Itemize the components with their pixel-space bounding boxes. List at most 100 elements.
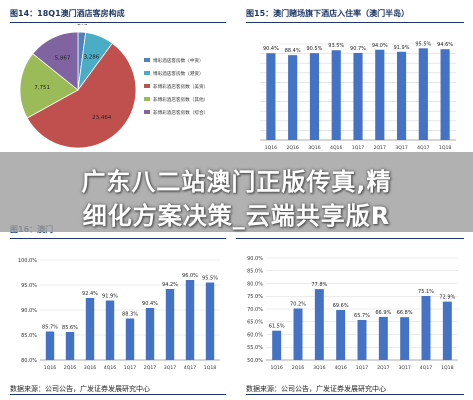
title-rule <box>10 22 226 23</box>
bar <box>440 49 450 140</box>
data-label: 95.5% <box>202 276 218 282</box>
source-rule <box>10 394 226 395</box>
data-label: 72.9% <box>439 295 455 301</box>
title-rule <box>246 22 464 23</box>
source-note: 数据来源：公司公告，广发证券发展研究中心 <box>246 385 386 393</box>
bar <box>400 317 410 360</box>
data-label: 70.2% <box>290 301 306 307</box>
y-tick-label: 100.0% <box>18 258 37 264</box>
data-label: 66.9% <box>375 310 391 316</box>
data-label: 90.7% <box>350 46 366 52</box>
y-tick-label: 95.0% <box>21 283 37 289</box>
pie-slice <box>32 31 79 91</box>
pie-slice <box>26 42 137 149</box>
y-tick-label: 60.0% <box>247 332 263 338</box>
data-label: 94.2% <box>162 282 178 288</box>
bar <box>85 298 95 360</box>
bar <box>336 310 346 360</box>
x-tick-label: 3Q16 <box>84 365 96 371</box>
x-tick-label: 3Q17 <box>164 365 176 371</box>
y-tick-label: 85.0% <box>247 269 263 275</box>
bar <box>396 51 407 140</box>
data-label: 85.7% <box>42 325 58 331</box>
data-label: 66.8% <box>397 310 413 316</box>
chart-title: 图15：澳门赌场旗下酒店入住率（澳门半岛） <box>246 9 410 18</box>
y-tick-label: 80.0% <box>21 358 37 364</box>
x-tick-label: 4Q16 <box>330 145 342 151</box>
x-tick-label: 3Q17 <box>395 145 407 151</box>
x-tick-label: 2Q16 <box>64 365 76 371</box>
bar <box>293 308 303 360</box>
y-tick-label: 80.0% <box>247 281 263 287</box>
legend-swatch <box>144 58 150 62</box>
pie-chart: 873 3,286 23,464 7,751 5,867 博彩酒店客房数（中资） 博彩酒店客… <box>19 24 208 149</box>
y-tick-label: 50.0% <box>247 358 263 364</box>
bar <box>309 53 320 140</box>
x-tick-label: 4Q17 <box>184 365 196 371</box>
bar <box>145 308 155 360</box>
y-tick-label: 85.0% <box>21 333 37 339</box>
data-label: 94.6% <box>437 42 453 48</box>
x-tick-label: 1Q16 <box>265 145 277 151</box>
data-label: 69.6% <box>333 303 349 309</box>
chart-panel-16: 图16：澳门 80.0%85.0%90.0%95.0%100.0%85.7%1Q… <box>10 222 226 382</box>
chart-panel-15: 图15：澳门赌场旗下酒店入住率（澳门半岛） 90.4% 1Q16 88.4% 2Q16… <box>246 6 464 156</box>
x-tick-label: 3Q17 <box>398 365 410 371</box>
bar <box>266 53 276 140</box>
watermark-banner: 广东八二站澳门正版传真,精 细化方案决策_云端共享版R <box>0 152 473 232</box>
data-label: 65.7% <box>354 313 370 319</box>
legend-entry: 非博彩酒店客房数（其他） <box>153 96 208 103</box>
x-tick-label: 1Q16 <box>270 365 282 371</box>
bar-chart: 80.0% 85.0% 90.0% 95.0% 100.0% 85.7% 1Q16 85.6%… <box>18 258 220 371</box>
y-tick-label: 75.0% <box>247 294 263 300</box>
x-tick-label: 1Q18 <box>439 145 451 151</box>
bar <box>421 295 431 360</box>
x-tick-label: 1Q18 <box>204 365 216 371</box>
data-label: 77.8% <box>311 282 327 288</box>
bar <box>65 332 75 360</box>
data-label: 93.5% <box>328 43 344 49</box>
slice-label: 5,867 <box>55 56 71 62</box>
slice-label: 3,286 <box>84 55 100 61</box>
banner-line-2: 细化方案决策_云端共享版R <box>82 202 391 230</box>
chart-panel-14: 图14：18Q1澳门酒店客房构成 873 3,286 23,464 7,751 5,86… <box>10 6 226 156</box>
title-rule <box>10 238 226 239</box>
legend-entry: 非博彩酒店客房数（综合） <box>153 109 208 116</box>
data-label: 95.5% <box>415 41 431 47</box>
data-label: 88.4% <box>285 48 301 54</box>
x-tick-label: 2Q16 <box>286 145 298 151</box>
pie-slice <box>19 53 79 119</box>
x-tick-label: 2Q17 <box>144 365 156 371</box>
data-label: 94.0% <box>372 43 388 49</box>
legend-entry: 博彩酒店客房数（港资） <box>153 70 204 77</box>
bar <box>272 330 282 360</box>
bar <box>105 300 115 360</box>
bar <box>331 50 341 140</box>
legend-swatch <box>144 71 150 75</box>
bar <box>288 55 298 140</box>
bar <box>353 52 363 140</box>
x-tick-label: 1Q17 <box>356 365 368 371</box>
bar <box>125 318 135 360</box>
x-tick-label: 1Q18 <box>441 365 453 371</box>
legend-entry: 非博彩酒店客房数（美资） <box>153 83 208 90</box>
x-tick-label: 2Q17 <box>374 145 386 151</box>
data-label: 88.3% <box>122 312 138 318</box>
legend-swatch <box>144 110 150 114</box>
source-rule <box>246 394 464 395</box>
bar-chart: 50.0% 55.0% 60.0% 65.0% 70.0% 75.0% 80.0% 85.0%… <box>247 256 458 371</box>
bar <box>442 301 452 360</box>
bar <box>165 289 175 360</box>
data-label: 85.6% <box>62 325 78 331</box>
bar <box>418 48 428 140</box>
y-tick-label: 70.0% <box>247 307 263 313</box>
legend-swatch <box>144 84 150 88</box>
x-tick-label: 4Q17 <box>417 145 429 151</box>
data-label: 75.1% <box>418 289 434 295</box>
bar <box>185 280 195 360</box>
bar <box>45 331 55 360</box>
chart-panel-17: 50.0% 55.0% 60.0% 65.0% 70.0% 75.0% 80.0% 85.0%… <box>236 222 464 382</box>
y-tick-label: 90.0% <box>21 308 37 314</box>
title-rule <box>236 238 464 239</box>
x-tick-label: 3Q16 <box>308 145 320 151</box>
